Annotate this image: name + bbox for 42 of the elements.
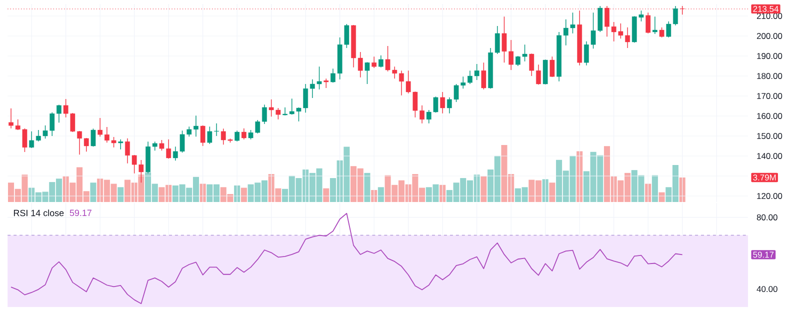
- bar: [323, 188, 330, 202]
- ref-line-label: 213.54: [753, 6, 778, 12]
- annotation: 59.17: [70, 210, 92, 216]
- candlestick: [200, 125, 206, 146]
- bar: [652, 175, 658, 202]
- candlestick: [242, 128, 246, 140]
- candlestick: [646, 12, 651, 34]
- bar: [240, 188, 247, 202]
- candlestick: [481, 62, 486, 90]
- candlestick: [440, 92, 446, 114]
- y-tick-label: 150.00: [757, 133, 782, 139]
- candlestick: [364, 62, 370, 84]
- candlestick: [652, 16, 658, 34]
- y-tick-label: 140.00: [757, 153, 782, 159]
- y-tick-label: 40.00: [756, 286, 778, 292]
- candlestick: [372, 56, 377, 68]
- y-tick-label: 120.00: [757, 193, 782, 199]
- y-tick-label: 160.00: [757, 113, 782, 119]
- bar: [364, 172, 370, 202]
- candlestick: [29, 131, 34, 148]
- candlestick: [324, 78, 329, 88]
- candlestick: [234, 130, 240, 142]
- bar: [90, 182, 96, 202]
- candlestick: [90, 128, 96, 147]
- y-tick-label: 200.00: [756, 33, 782, 39]
- text: RSI 14 close: [14, 210, 64, 216]
- y-tick-label: 80.00: [756, 214, 778, 220]
- candlestick: [98, 118, 103, 137]
- candlestick: [378, 55, 384, 68]
- bar: [378, 187, 384, 202]
- candlestick: [659, 27, 664, 38]
- text: 3.79M: [753, 174, 776, 180]
- candlestick: [542, 59, 548, 85]
- y-tick-label: 170.00: [757, 93, 782, 99]
- bar: [480, 176, 487, 202]
- y-tick-label: 190.00: [757, 53, 782, 59]
- text: 59.17: [753, 252, 774, 258]
- candlestick: [118, 139, 124, 150]
- bar: [118, 187, 124, 202]
- y-tick-label: 180.00: [757, 73, 782, 79]
- bar: [549, 182, 556, 202]
- candlestick: [550, 56, 555, 78]
